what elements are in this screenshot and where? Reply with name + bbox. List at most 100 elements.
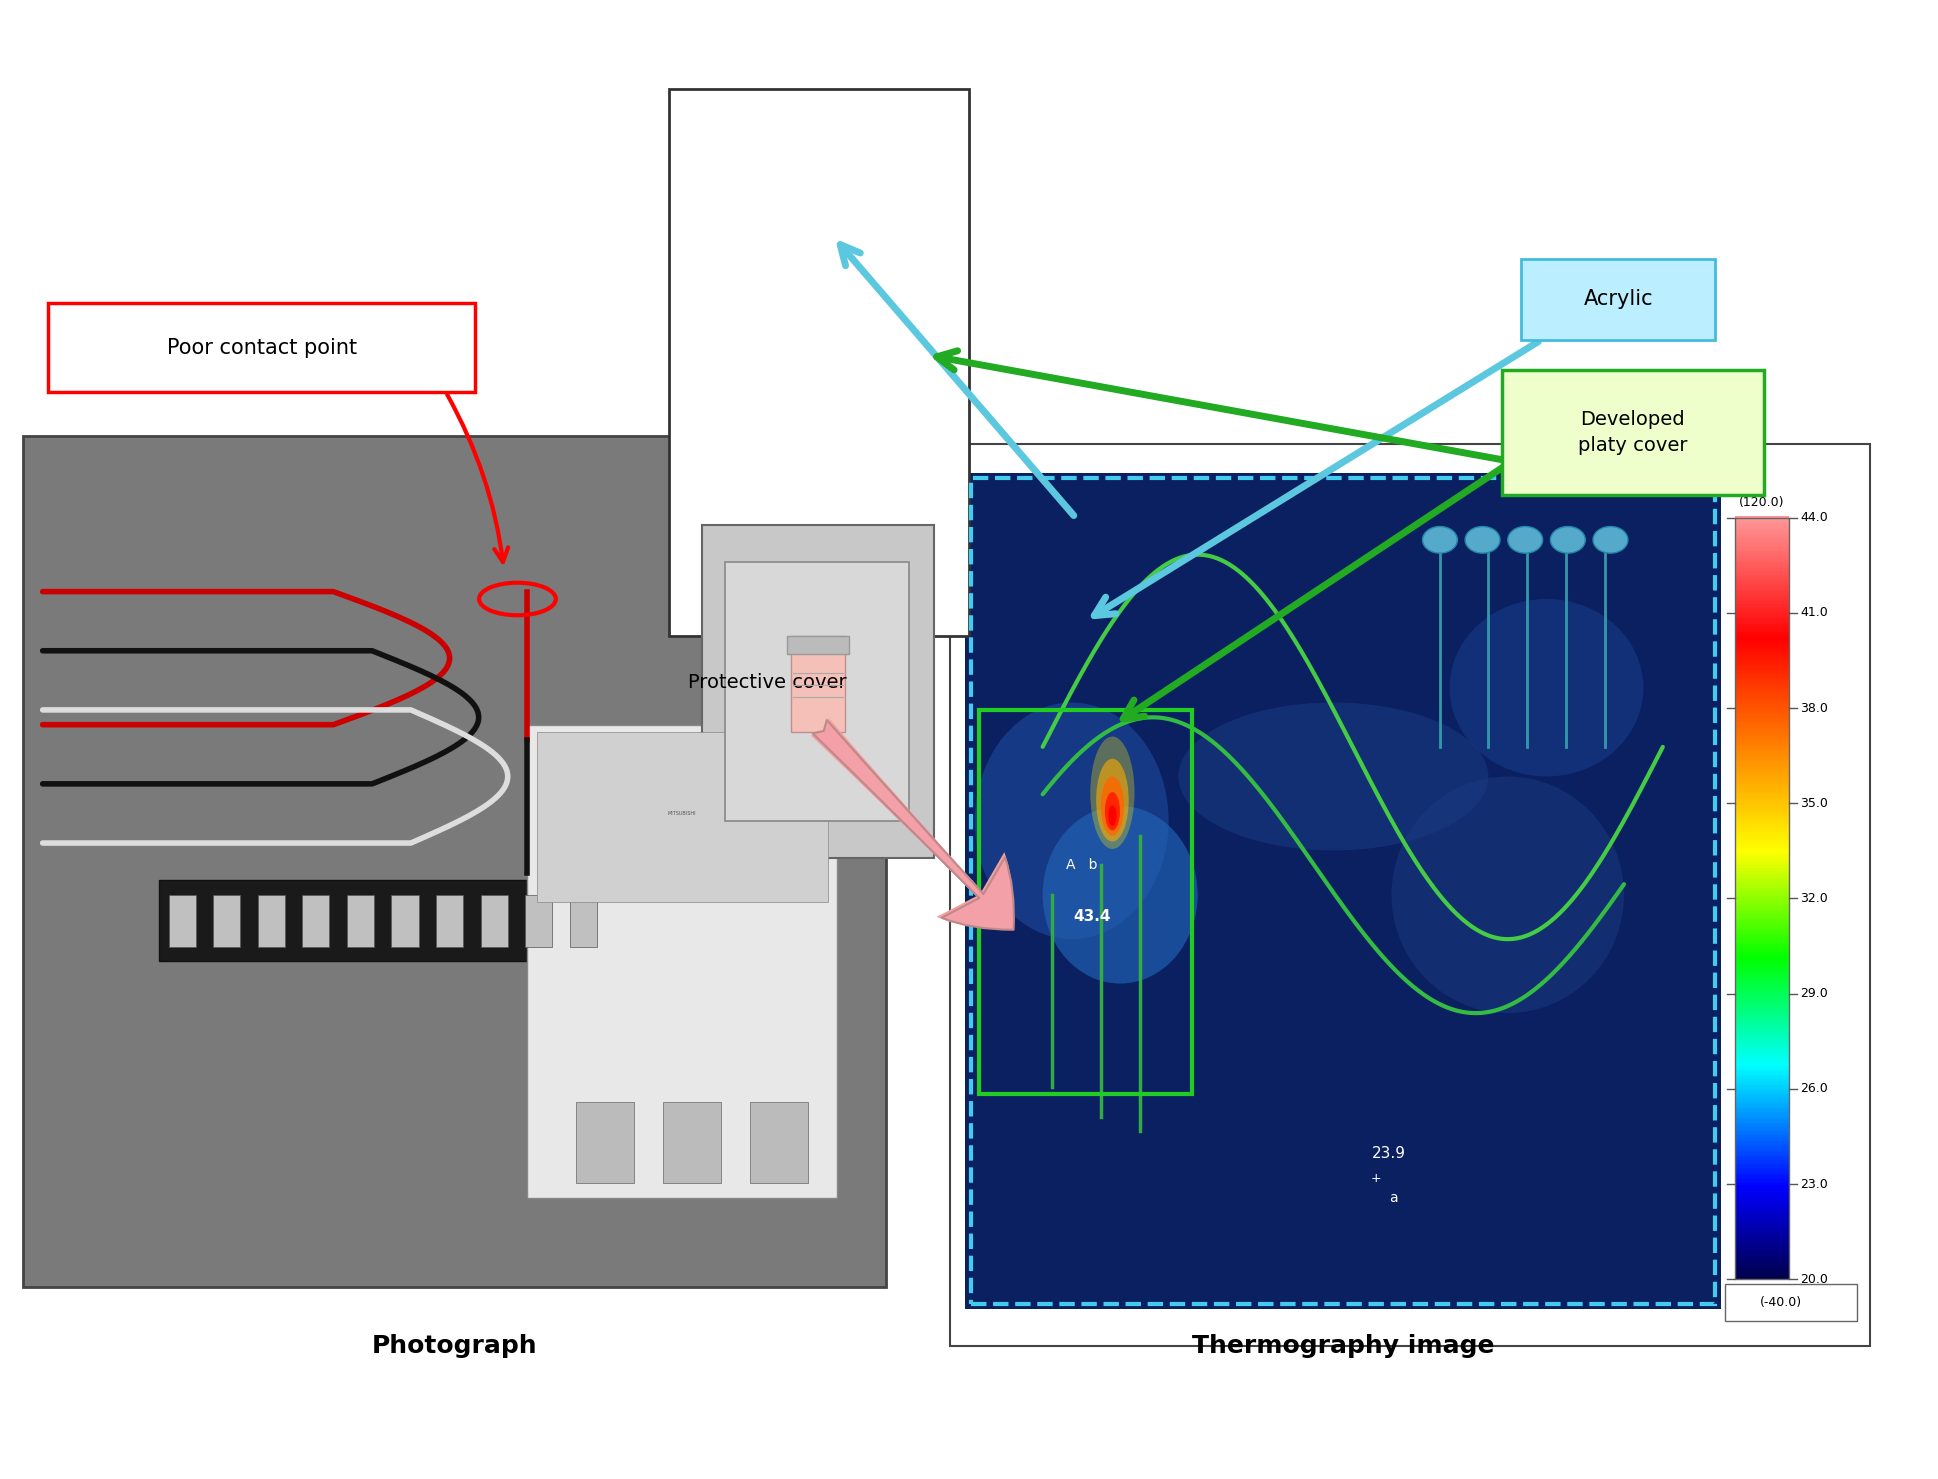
Bar (1735, 663, 1789, 667)
Bar (1735, 889, 1789, 893)
Bar (1735, 1207, 1789, 1211)
Ellipse shape (1450, 599, 1643, 776)
Text: 29.0: 29.0 (1800, 986, 1828, 1000)
Bar (1735, 652, 1789, 657)
Bar (1735, 793, 1789, 797)
Text: 32.0: 32.0 (1800, 892, 1828, 905)
Bar (1735, 552, 1789, 556)
Text: MITSUBISHI: MITSUBISHI (669, 810, 696, 816)
Bar (1735, 683, 1789, 688)
Text: A   b: A b (1066, 858, 1097, 873)
Bar (1521, 259, 1715, 340)
Bar (1735, 643, 1789, 648)
Bar (1735, 1260, 1789, 1265)
Bar (436, 895, 463, 947)
Bar (1735, 1155, 1789, 1160)
Bar (1735, 785, 1789, 790)
Bar (1735, 1176, 1789, 1180)
Bar (1735, 769, 1789, 774)
Bar (1735, 1229, 1789, 1233)
Bar (1735, 991, 1789, 995)
Bar (1735, 723, 1789, 728)
Bar (1735, 1222, 1789, 1226)
Bar (1735, 1201, 1789, 1205)
Bar (1735, 1127, 1789, 1131)
Bar (1735, 967, 1789, 972)
Bar (1735, 549, 1789, 553)
Bar (1735, 747, 1789, 751)
Bar (1735, 1161, 1789, 1165)
Bar (1735, 1028, 1789, 1032)
Bar (1735, 598, 1789, 602)
Bar (527, 725, 837, 1198)
Bar (1735, 630, 1789, 634)
Bar (1735, 637, 1789, 642)
Bar (1735, 559, 1789, 563)
Text: (120.0): (120.0) (1738, 495, 1785, 509)
Bar (1735, 840, 1789, 845)
Bar (1735, 737, 1789, 741)
Bar (1735, 562, 1789, 566)
Bar (1735, 942, 1789, 947)
Ellipse shape (1091, 737, 1134, 849)
Bar (1735, 589, 1789, 593)
Bar (1735, 574, 1789, 578)
Bar (1735, 1010, 1789, 1015)
Bar (1735, 516, 1789, 521)
Bar (1735, 821, 1789, 825)
Bar (1735, 970, 1789, 975)
Bar (1735, 658, 1789, 663)
Bar (1735, 1272, 1789, 1276)
Bar (1735, 1162, 1789, 1167)
Bar (1735, 1219, 1789, 1223)
Bar (1735, 688, 1789, 692)
Bar (1735, 868, 1789, 873)
Bar (1735, 757, 1789, 762)
Bar (1735, 623, 1789, 627)
Bar (1735, 896, 1789, 901)
Bar (1735, 556, 1789, 561)
Bar (1735, 602, 1789, 606)
Bar (1735, 1038, 1789, 1043)
Bar (1735, 732, 1789, 737)
Bar (1735, 927, 1789, 932)
Bar (725, 562, 909, 821)
Ellipse shape (1422, 527, 1457, 553)
Bar (702, 525, 934, 858)
Bar (1735, 1069, 1789, 1074)
Bar (1735, 957, 1789, 961)
Bar (1735, 1270, 1789, 1275)
Bar (1735, 1253, 1789, 1257)
Bar (1735, 935, 1789, 939)
Bar (1735, 945, 1789, 950)
Bar (1735, 963, 1789, 967)
Bar (1735, 1262, 1789, 1266)
Text: 20.0: 20.0 (1800, 1273, 1828, 1285)
Text: Thermography image: Thermography image (1192, 1334, 1494, 1358)
Bar (1735, 881, 1789, 886)
Bar (1735, 911, 1789, 917)
Bar (1735, 1059, 1789, 1063)
Bar (1735, 772, 1789, 776)
Bar (1735, 1130, 1789, 1134)
Bar (1735, 800, 1789, 805)
Bar (1735, 858, 1789, 862)
Bar (1735, 955, 1789, 960)
Bar (950, 444, 1870, 1346)
Bar (1735, 1247, 1789, 1251)
Bar (1735, 697, 1789, 701)
Ellipse shape (975, 703, 1169, 939)
Bar (258, 895, 285, 947)
Text: 26.0: 26.0 (1800, 1083, 1828, 1096)
Bar (1735, 1180, 1789, 1185)
Bar (1735, 705, 1789, 710)
Ellipse shape (1097, 759, 1128, 842)
Bar (971, 478, 1715, 1304)
Bar (1502, 370, 1764, 495)
Bar (1735, 1112, 1789, 1117)
Bar (1735, 719, 1789, 723)
Bar (1735, 1173, 1789, 1177)
Bar (1735, 661, 1789, 666)
Bar (1735, 1239, 1789, 1244)
Bar (1735, 1183, 1789, 1188)
